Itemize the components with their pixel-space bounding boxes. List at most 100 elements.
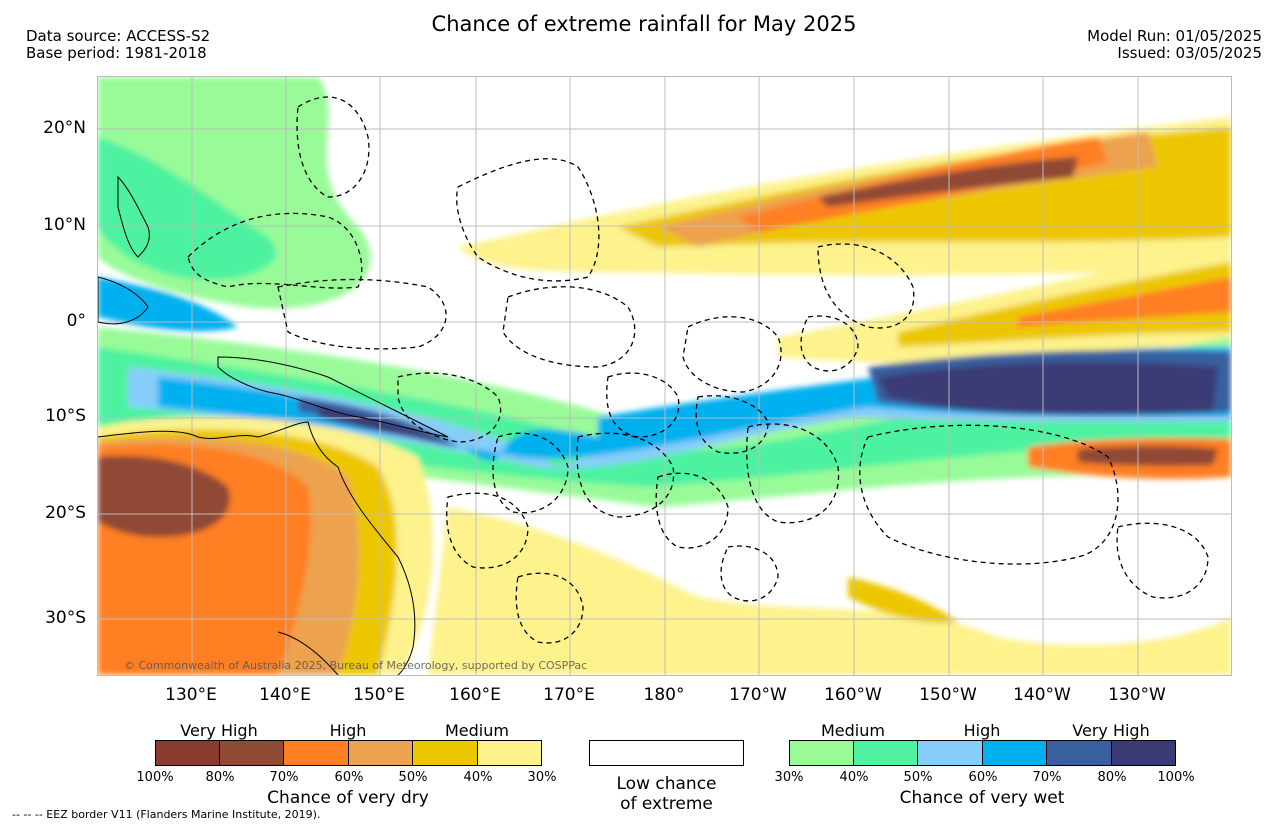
rainfall-map [97,76,1232,676]
eez-kiribati-line [817,243,915,329]
lon-label-180: 180° [643,685,685,705]
dry-tick-50: 50% [398,770,428,785]
dry-band-equator-yellow [898,262,1231,347]
base-period-label: Base period: 1981-2018 [26,44,207,62]
eez-palau-fsm [187,212,363,289]
dry-swatch-100-80 [155,740,220,766]
dry-band-equator-orange [1018,277,1231,327]
eez-cook [746,423,840,524]
eez-solomon [397,372,502,443]
dry-category-high: High [329,721,367,740]
lon-label-160w: 160°W [824,685,882,705]
eez-new-caledonia [446,492,529,569]
lat-label-10n: 10°N [43,215,86,235]
dry-tick-30: 30% [527,770,557,785]
eez-norfolk-kermadec [515,572,584,644]
dry-category-very-high: Very High [180,721,258,740]
eez-fsm [277,278,447,350]
wet-colorbar [789,740,1176,766]
eez-pitcairn [1116,522,1209,599]
wet-tick-70: 70% [1032,770,1062,785]
map-title: Chance of extreme rainfall for May 2025 [431,12,857,36]
dry-category-medium: Medium [445,721,509,740]
wet-tick-30: 30% [774,770,804,785]
lon-label-150w: 150°W [919,685,977,705]
low-chance-label: Low chance of extreme [569,774,764,814]
wet-tick-100: 100% [1157,770,1195,785]
lon-label-150e: 150°E [353,685,405,705]
dry-australia-core [98,455,230,537]
wet-swatch-50-60 [918,740,983,766]
eez-niue [720,545,779,602]
lat-label-0: 0° [66,311,86,331]
eez-tonga [655,472,729,549]
wet-swatch-60-70 [983,740,1047,766]
model-run-label: Model Run: 01/05/2025 [1087,27,1262,45]
wet-patch-west-blue [98,277,238,332]
dry-tick-70: 70% [269,770,299,785]
lon-label-140e: 140°E [259,685,311,705]
wet-band-core [318,361,1218,442]
low-chance-line1: Low chance [616,774,717,794]
eez-howland-baker [800,315,859,372]
dry-tick-100: 100% [136,770,174,785]
eez-vanuatu [492,432,569,514]
wet-patch-west-green [98,137,276,280]
eez-kiribati-phoenix [682,316,782,393]
wet-category-medium: Medium [821,721,885,740]
eez-fiji [576,432,675,518]
dry-south-central-yellow [848,577,958,623]
dry-swatch-50-40 [413,740,478,766]
wet-swatch-80-100 [1112,740,1176,766]
dry-band-north-core [818,157,1078,207]
wet-swatch-70-80 [1047,740,1112,766]
issued-label: Issued: 03/05/2025 [1117,44,1262,62]
eez-marianas [296,96,370,198]
lon-label-170w: 170°W [729,685,787,705]
grid-lines [98,77,1231,675]
wet-swatch-30-40 [789,740,854,766]
wet-tick-80: 80% [1097,770,1127,785]
borneo-coast [98,276,149,325]
dry-colorbar [155,740,542,766]
eez-kiribati-gilberts [502,286,636,368]
lon-label-130w: 130°W [1108,685,1166,705]
wet-tick-50: 50% [903,770,933,785]
eez-tokelau-samoa [695,395,769,454]
lon-label-140w: 140°W [1013,685,1071,705]
copyright-text: © Commonwealth of Australia 2025, Bureau… [124,659,588,672]
philippines-coast [117,175,150,258]
lon-label-130e: 130°E [165,685,217,705]
data-source-label: Data source: ACCESS-S2 [26,27,211,45]
dry-scale-title: Chance of very dry [267,788,429,808]
lat-label-20n: 20°N [43,118,86,138]
wet-category-high: High [963,721,1001,740]
eez-marshall [456,158,600,282]
dry-south-central [428,507,1231,675]
new-zealand-coast [277,631,339,675]
wet-swatch-40-50 [854,740,918,766]
wet-tick-40: 40% [839,770,869,785]
rainfall-map-canvas [98,77,1231,675]
lat-label-30s: 30°S [45,608,86,628]
lat-label-10s: 10°S [45,406,86,426]
lon-label-170e: 170°E [543,685,595,705]
new-guinea-coast [217,356,449,438]
eez-borders [187,96,1209,644]
low-chance-line2: of extreme [620,794,713,814]
dry-swatch-80-70 [220,740,284,766]
eez-tuvalu [606,372,680,438]
wet-tick-60: 60% [968,770,998,785]
dry-east-south-band-core [1078,446,1218,466]
eez-french-polynesia [859,424,1119,565]
dry-swatch-70-60 [284,740,349,766]
lon-label-160e: 160°E [449,685,501,705]
lat-label-20s: 20°S [45,503,86,523]
dry-swatch-40-30 [478,740,542,766]
wet-category-very-high: Very High [1072,721,1150,740]
wet-scale-title: Chance of very wet [899,788,1065,808]
dry-swatch-60-50 [349,740,413,766]
low-chance-swatch [589,740,744,766]
coastlines [98,175,449,675]
dry-tick-40: 40% [463,770,493,785]
